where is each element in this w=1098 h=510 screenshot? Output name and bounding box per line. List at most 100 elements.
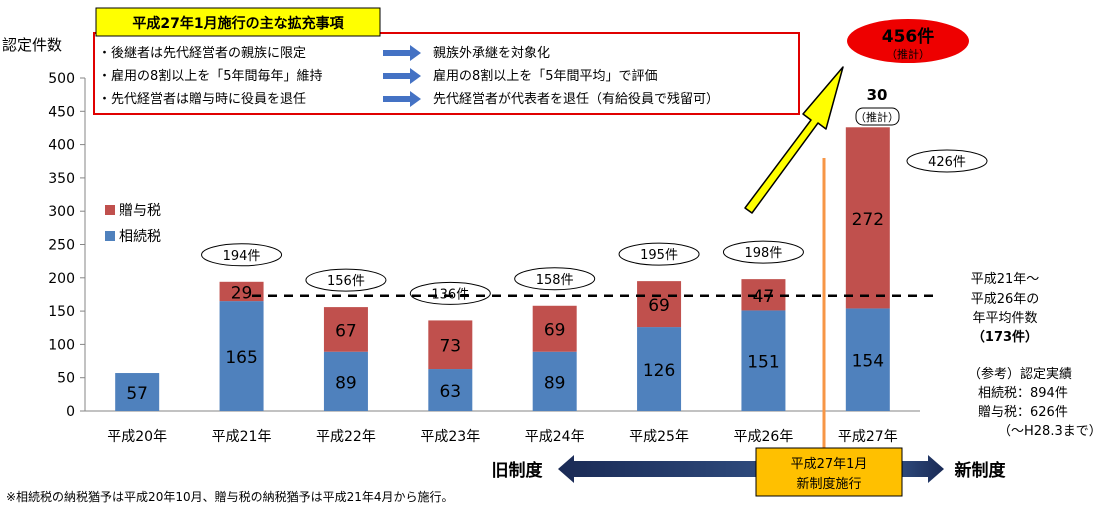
x-tick-label: 平成21年 — [212, 429, 272, 445]
timeline-old-arrow — [558, 455, 760, 483]
reform-row-1-after: 親族外承継を対象化 — [433, 45, 550, 61]
bars: 57 165 29 89 67 63 73 89 69 126 69 151 47 154 272 — [115, 127, 890, 411]
projection-extra-note: （推計） — [855, 110, 899, 124]
bar-label-inherit-8: 154 — [852, 352, 884, 372]
bar-gift-4 — [428, 320, 473, 370]
total-label: 158件 — [536, 273, 574, 288]
timeline-center-line2: 新制度施行 — [796, 476, 861, 492]
timeline: 旧制度 新制度 平成27年1月 新制度施行 — [492, 447, 1007, 497]
bar-gift-8 — [845, 127, 890, 309]
x-tick-label: 平成25年 — [629, 429, 689, 445]
total-label: 194件 — [223, 249, 261, 264]
reform-box-title-bg — [95, 7, 381, 37]
x-tick-label: 平成24年 — [525, 429, 585, 445]
average-note-line2: 平成26年の — [971, 292, 1040, 307]
bar-label-inherit-6: 126 — [643, 361, 675, 381]
reform-row-1-before: ・後継者は先代経営者の親族に限定 — [98, 45, 306, 61]
projection-ellipse — [847, 19, 969, 63]
bar-inherit-5 — [532, 351, 577, 411]
total-bubble — [618, 242, 700, 266]
x-tick-label: 平成26年 — [734, 429, 794, 445]
legend-swatch-inherit — [105, 231, 115, 241]
reform-box-frame — [93, 32, 800, 115]
total-labels: 194件156件136件158件195件198件426件 — [201, 149, 988, 305]
footnote: ※相続税の納税猶予は平成20年10月、贈与税の納税猶予は平成21年4月から施行。 — [6, 489, 454, 504]
x-tick-label: 平成20年 — [107, 429, 167, 445]
bar-inherit-3 — [323, 351, 368, 411]
legend: 贈与税 相続税 — [105, 203, 161, 245]
reform-row-1-arrow — [383, 45, 421, 61]
reference-note-line2: 相続税：894件 — [978, 386, 1068, 401]
y-tick-label: 200 — [48, 271, 75, 287]
y-tick-label: 500 — [48, 71, 75, 87]
total-label: 156件 — [327, 274, 365, 289]
timeline-new-arrow — [900, 455, 944, 483]
total-bubble — [514, 267, 596, 291]
x-axis-labels: 平成20年 平成21年 平成22年 平成23年 平成24年 平成25年 平成26年 平成27年 — [107, 429, 897, 445]
bar-inherit-1 — [115, 373, 160, 411]
total-label: 426件 — [928, 155, 966, 170]
legend-swatch-gift — [105, 205, 115, 215]
reform-row-2-before: ・雇用の8割以上を「5年間毎年」維持 — [98, 68, 323, 84]
bar-label-inherit-2: 165 — [225, 348, 257, 368]
reform-box: 平成27年1月施行の主な拡充事項 ・後継者は先代経営者の親族に限定 親族外承継を… — [93, 7, 800, 115]
bar-label-inherit-3: 89 — [335, 373, 357, 393]
reference-note-line4: （～H28.3まで） — [998, 424, 1098, 439]
bar-gift-3 — [323, 307, 368, 352]
y-axis: 0 50 100 150 200 250 300 350 400 450 500 — [48, 71, 920, 420]
total-bubble — [305, 268, 387, 292]
timeline-center-line1: 平成27年1月 — [791, 457, 868, 472]
reference-note-line1: （参考）認定実績 — [968, 366, 1072, 382]
total-bubble — [409, 281, 491, 305]
average-note-line3: 年平均件数 — [972, 311, 1037, 326]
total-bubble — [906, 149, 988, 173]
bar-label-gift-4: 73 — [439, 337, 461, 357]
projection-total: 456件 — [882, 26, 935, 47]
timeline-new-label: 新制度 — [955, 460, 1007, 481]
y-tick-label: 450 — [48, 104, 75, 120]
bar-inherit-8 — [845, 308, 890, 411]
bar-gift-6 — [637, 281, 682, 328]
bar-label-gift-5: 69 — [544, 321, 566, 341]
total-label: 198件 — [745, 246, 783, 261]
bar-inherit-4 — [428, 369, 473, 411]
average-note: 平成21年～ 平成26年の 年平均件数 （173件） — [971, 272, 1040, 345]
bar-label-gift-7: 47 — [753, 287, 775, 307]
y-tick-label: 300 — [48, 204, 75, 220]
bar-label-gift-2: 29 — [231, 283, 253, 303]
timeline-old-label: 旧制度 — [492, 460, 544, 481]
total-label: 195件 — [640, 248, 678, 263]
projection-total-note: （推計） — [886, 47, 930, 61]
bar-label-inherit-1: 57 — [126, 384, 148, 404]
average-note-line1: 平成21年～ — [971, 272, 1040, 287]
reference-note: （参考）認定実績 相続税：894件 贈与税：626件 （～H28.3まで） — [968, 366, 1098, 439]
bar-inherit-7 — [741, 310, 786, 411]
y-tick-label: 400 — [48, 138, 75, 154]
bar-label-inherit-7: 151 — [747, 353, 779, 373]
y-axis-title: 認定件数 — [2, 36, 62, 54]
reform-row-2-after: 雇用の8割以上を「5年間平均」で評価 — [433, 68, 658, 84]
projection-extra: 30 — [867, 86, 888, 104]
y-tick-label: 250 — [48, 238, 75, 254]
reference-note-line3: 贈与税：626件 — [978, 404, 1068, 420]
bar-label-gift-3: 67 — [335, 321, 357, 341]
legend-label-inherit: 相続税 — [119, 228, 161, 245]
projection-extra-note-box — [855, 107, 900, 126]
bar-label-gift-6: 69 — [648, 296, 670, 316]
bar-label-inherit-4: 63 — [439, 382, 461, 402]
y-tick-label: 0 — [66, 404, 75, 420]
y-tick-label: 100 — [48, 337, 75, 353]
y-tick-label: 50 — [57, 371, 75, 387]
x-tick-label: 平成23年 — [420, 429, 480, 445]
average-note-line4: （173件） — [972, 329, 1038, 345]
y-tick-label: 350 — [48, 171, 75, 187]
reform-row-2-arrow — [383, 68, 421, 84]
growth-arrow — [744, 66, 844, 214]
bar-gift-5 — [532, 305, 577, 352]
bar-inherit-2 — [219, 301, 264, 411]
y-tick-label: 150 — [48, 304, 75, 320]
reform-row-3-after: 先代経営者が代表者を退任（有給役員で残留可） — [433, 92, 719, 107]
total-bubble — [722, 240, 804, 264]
reform-row-3-arrow — [383, 91, 421, 107]
